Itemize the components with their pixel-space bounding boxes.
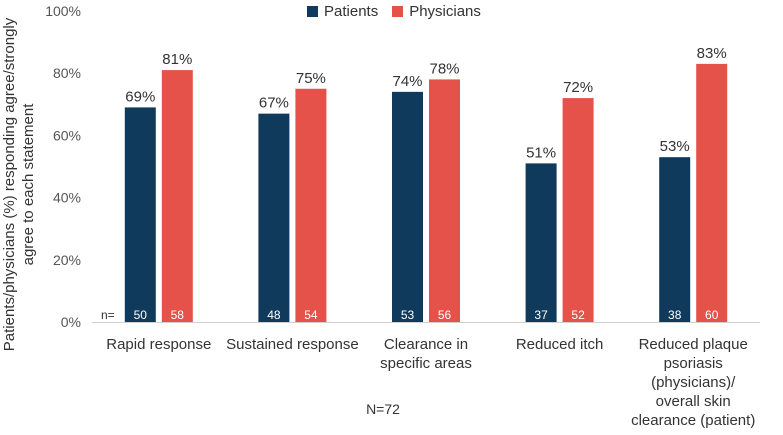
n-label: 38 — [668, 308, 682, 322]
n-prefix-label: n= — [101, 308, 115, 322]
bar-patients — [258, 113, 290, 322]
x-tick-label: Sustained response — [226, 336, 359, 353]
n-label: 37 — [534, 308, 548, 322]
data-label: 67% — [259, 95, 289, 112]
y-tick-label: 40% — [53, 190, 81, 206]
n-label: 54 — [304, 308, 318, 322]
x-tick-label: Rapid response — [106, 336, 211, 353]
legend-label-physicians: Physicians — [409, 3, 481, 20]
x-axis-labels: Rapid response Sustained response Clearanc… — [106, 336, 755, 429]
bar-physicians — [562, 98, 594, 322]
bar-patients — [525, 163, 557, 322]
data-label: 75% — [296, 70, 326, 87]
n-label: 58 — [171, 308, 185, 322]
legend: Patients Physicians — [307, 3, 495, 20]
data-label: 78% — [429, 60, 459, 77]
y-tick-label: 0% — [61, 314, 81, 330]
y-tick-label: 100% — [45, 3, 81, 19]
y-axis-ticks: 0% 20% 40% 60% 80% 100% — [45, 3, 81, 330]
n-label: 56 — [438, 308, 452, 322]
legend-item-physicians: Physicians — [392, 3, 481, 20]
legend-label-patients: Patients — [324, 3, 379, 20]
y-tick-label: 60% — [53, 127, 81, 143]
data-label: 81% — [162, 51, 192, 68]
legend-swatch-physicians — [392, 6, 404, 17]
data-label: 69% — [125, 88, 155, 105]
n-label: 48 — [267, 308, 281, 322]
bars: 69% 50 81% 58 67% 48 75% 54 74% 53 78% 56 51% 37 72% 52… — [124, 45, 728, 323]
y-tick-label: 80% — [53, 65, 81, 81]
bar-patients — [659, 157, 691, 322]
sample-size-footnote: N=72 — [366, 401, 400, 417]
n-label: 60 — [705, 308, 719, 322]
data-label: 74% — [392, 73, 422, 90]
x-tick-label: Clearance in specific areas — [380, 336, 472, 372]
y-axis-title: Patients/physicians (%) responding agree… — [1, 17, 37, 351]
bar-physicians — [161, 70, 193, 322]
bar-patients — [124, 107, 156, 322]
n-label: 53 — [401, 308, 415, 322]
data-label: 53% — [660, 138, 690, 155]
x-tick-label: Reduced itch — [516, 336, 604, 353]
data-label: 72% — [563, 79, 593, 96]
bar-physicians — [696, 63, 728, 323]
n-label: 52 — [571, 308, 585, 322]
data-label: 51% — [526, 144, 556, 161]
legend-swatch-patients — [307, 6, 318, 17]
n-label: 50 — [134, 308, 148, 322]
bar-physicians — [295, 88, 327, 322]
y-tick-label: 20% — [53, 252, 81, 268]
x-tick-label: Reduced plaque psoriasis (physicians)/over… — [631, 336, 755, 429]
bar-physicians — [429, 79, 460, 322]
legend-item-patients: Patients — [307, 3, 378, 20]
bar-patients — [392, 91, 423, 322]
data-label: 83% — [697, 45, 727, 62]
